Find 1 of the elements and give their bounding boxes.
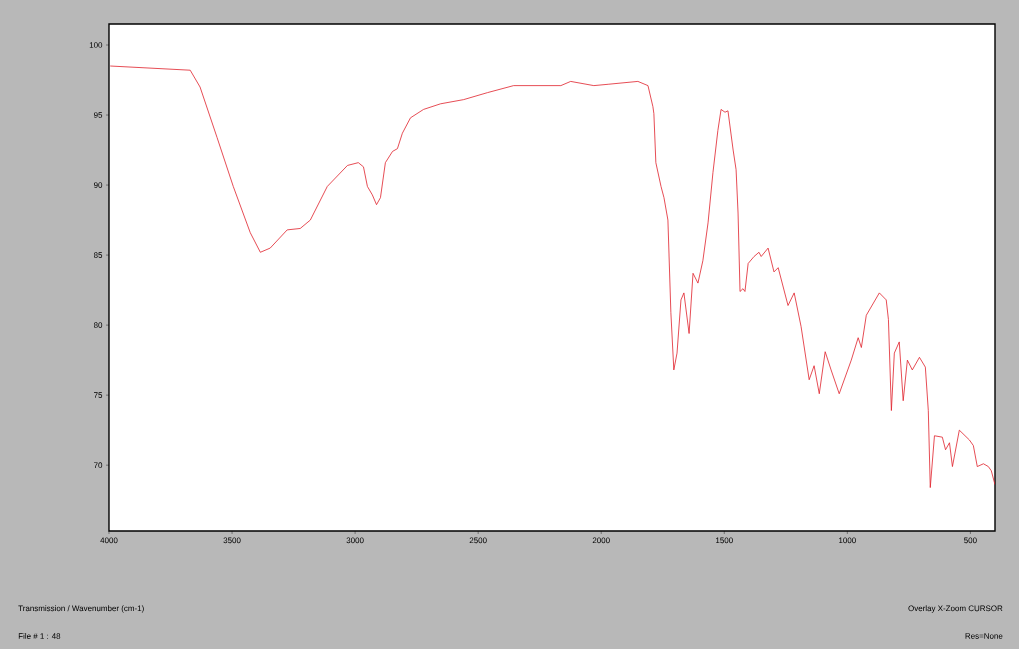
line-series [109,65,995,488]
